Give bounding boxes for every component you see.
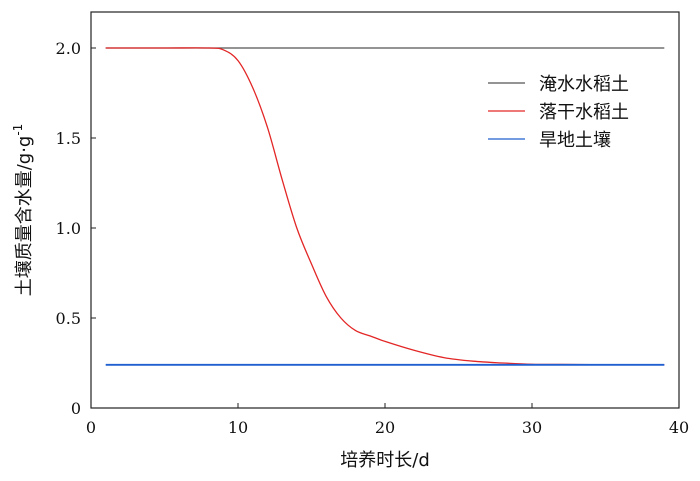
x-tick-label: 20 [375, 418, 395, 437]
y-tick-label: 1.5 [56, 129, 81, 148]
legend-label-flooded-paddy: 淹水水稻土 [539, 74, 629, 95]
plot-frame [90, 11, 680, 409]
legend-label-upland-soil: 旱地土壤 [539, 130, 611, 151]
x-tick-label: 0 [86, 418, 96, 437]
x-axis-title: 培养时长/d [340, 450, 430, 471]
x-tick-label: 10 [228, 418, 248, 437]
series-line-drained-paddy [105, 47, 665, 366]
y-tick-label: 0 [71, 399, 81, 418]
legend: 淹水水稻土 落干水稻土 旱地土壤 [488, 74, 629, 151]
y-tick-label: 2.0 [56, 39, 81, 58]
y-axis-title-main: 土壤质量含水量/g·g [14, 136, 35, 297]
y-axis-title: 土壤质量含水量/g·g-1 [11, 124, 35, 297]
y-tick-label: 0.5 [56, 309, 81, 328]
y-axis-title-superscript: -1 [11, 124, 25, 136]
x-tick-label: 40 [669, 418, 689, 437]
tick-layer: 0 10 20 30 40 0 0.5 1.0 1.5 2.0 [56, 39, 690, 437]
y-tick-label: 1.0 [56, 219, 81, 238]
series-layer [105, 47, 665, 366]
legend-label-drained-paddy: 落干水稻土 [539, 102, 629, 123]
x-tick-label: 30 [522, 418, 542, 437]
